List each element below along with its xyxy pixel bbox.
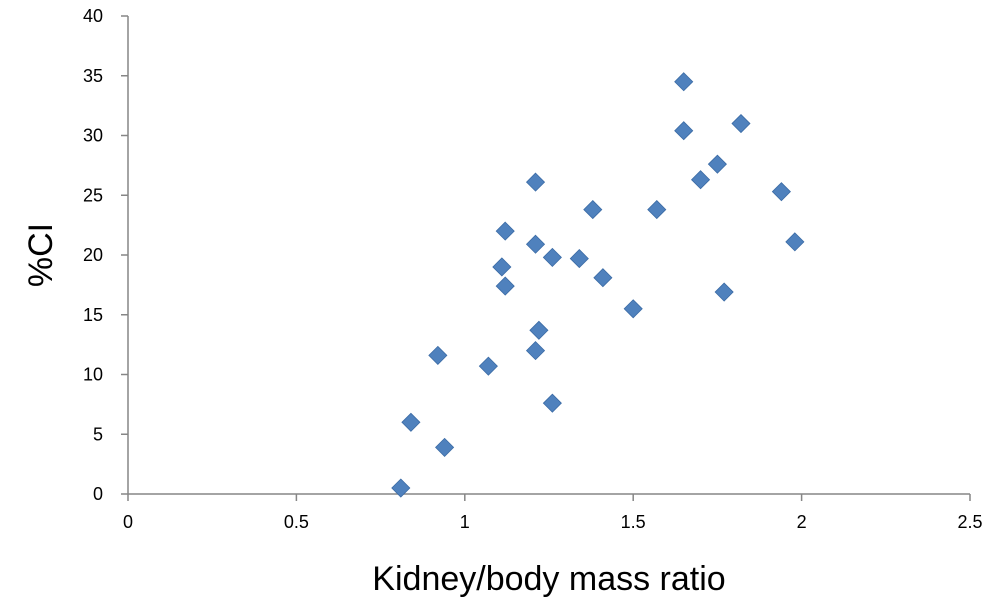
data-point (593, 268, 613, 288)
data-point (771, 182, 791, 202)
data-point (690, 170, 711, 190)
data-point (707, 154, 727, 174)
data-point (785, 232, 805, 252)
y-axis-ticks: 0 5 10 15 20 25 30 35 40 (83, 6, 128, 504)
data-point (714, 282, 734, 302)
data-point (401, 412, 421, 432)
data-point (495, 276, 515, 296)
data-points (391, 72, 805, 498)
y-tick-label: 0 (93, 484, 103, 504)
data-point (478, 356, 498, 376)
x-axis-ticks: 0 0.5 1 1.5 2 2.5 (123, 494, 983, 532)
x-axis-title: Kidney/body mass ratio (372, 560, 725, 598)
data-point (525, 172, 546, 192)
data-point (731, 113, 751, 134)
data-point (435, 437, 455, 457)
x-tick-label: 1.5 (621, 512, 646, 532)
data-point (583, 200, 603, 220)
data-point (428, 345, 448, 365)
x-tick-label: 1 (460, 512, 470, 532)
y-tick-label: 15 (83, 305, 103, 325)
y-axis-title: %CI (22, 223, 60, 287)
data-point (542, 393, 562, 413)
data-point (525, 341, 546, 361)
data-point (674, 72, 694, 92)
data-point (529, 320, 549, 340)
x-tick-label: 2.5 (957, 512, 982, 532)
data-point (569, 249, 589, 269)
y-tick-label: 10 (83, 365, 103, 385)
x-tick-label: 0.5 (284, 512, 309, 532)
x-tick-label: 2 (797, 512, 807, 532)
y-tick-label: 20 (83, 245, 103, 265)
data-point (623, 299, 643, 319)
y-tick-label: 5 (93, 424, 103, 444)
data-point (495, 221, 515, 241)
data-point (674, 121, 694, 141)
y-tick-label: 30 (83, 126, 103, 146)
y-tick-label: 25 (83, 185, 103, 205)
data-point (525, 234, 546, 254)
data-point (647, 200, 667, 220)
data-point (391, 478, 411, 498)
data-point (542, 247, 562, 267)
y-tick-label: 40 (83, 6, 103, 26)
data-point (492, 257, 512, 277)
x-tick-label: 0 (123, 512, 133, 532)
y-tick-label: 35 (83, 66, 103, 86)
